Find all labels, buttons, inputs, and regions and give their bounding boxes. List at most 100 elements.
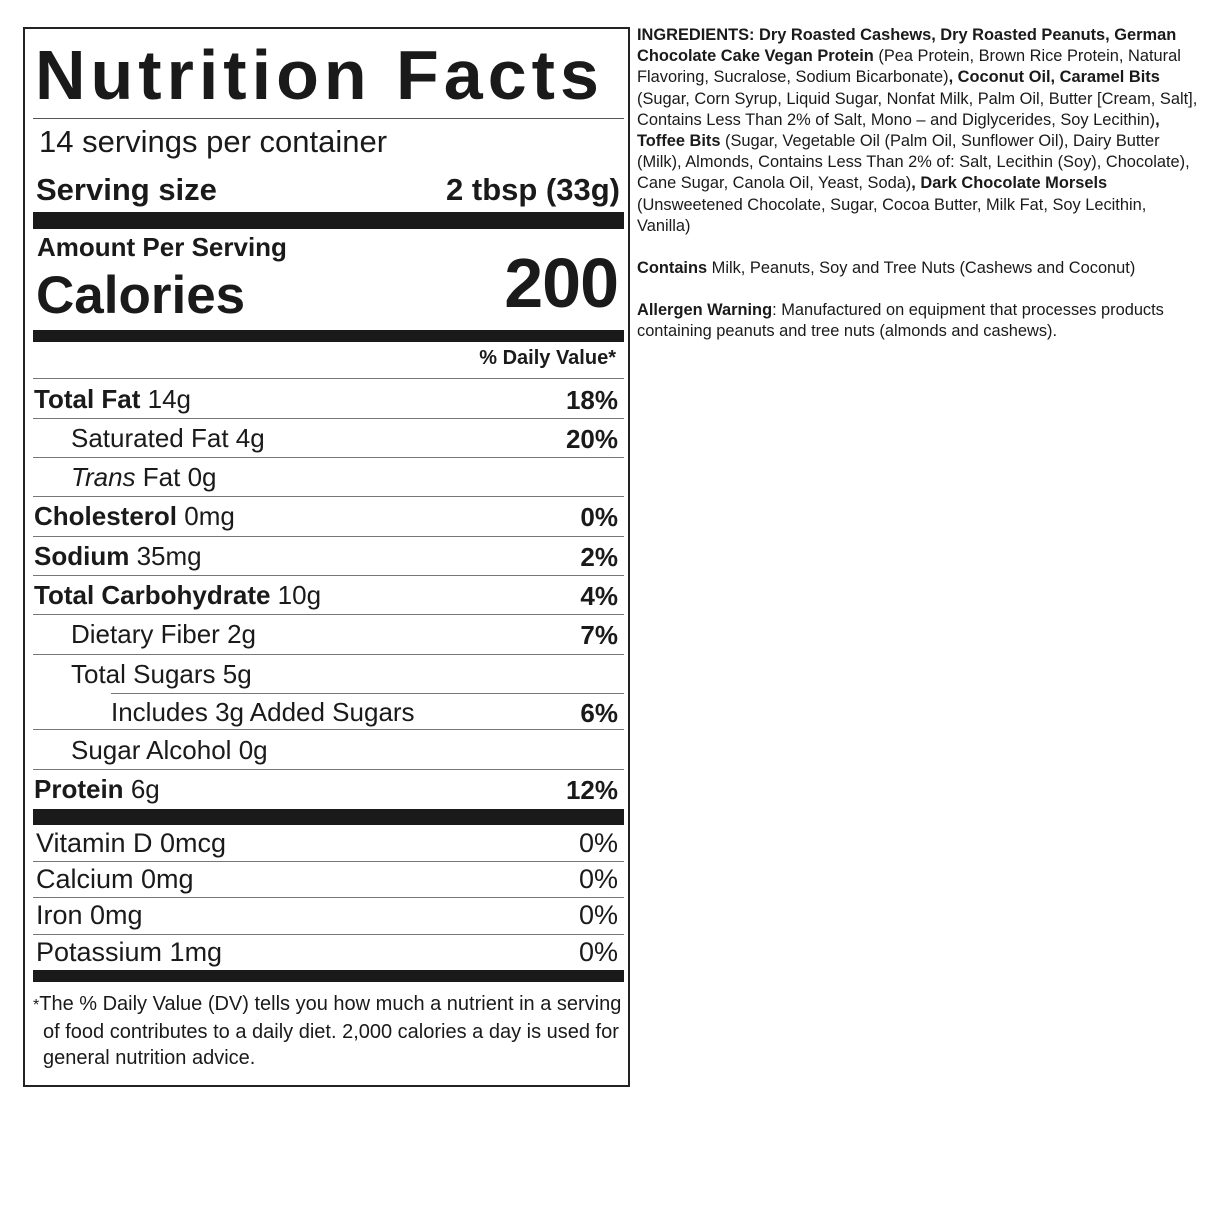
ingredients-panel: INGREDIENTS: Dry Roasted Cashews, Dry Ro… (637, 25, 1202, 364)
allergen-text: : Manufactured on equipment that process… (637, 301, 1164, 341)
nutrient-amount: 5g (222, 659, 252, 689)
vitamin-name: Vitamin D 0mcg (36, 828, 227, 858)
nutrient-name: Fat (142, 462, 181, 492)
ingredient-bold: , Toffee Bits (637, 110, 1160, 151)
nutrient-name: Sodium (34, 541, 130, 571)
medium-divider (33, 330, 624, 342)
nutrient-amount: 6g (130, 774, 160, 804)
ingredient-detail: (Sugar, Corn Syrup, Liquid Sugar, Nonfat… (637, 89, 1198, 129)
ingredient-bold: , Dark Chocolate Morsels (911, 174, 1108, 193)
divider (33, 418, 624, 419)
nutrient-dv: 18% (565, 385, 618, 415)
vitamin-row-potassium: Potassium 1mg 0% (33, 934, 624, 970)
contains-text: Milk, Peanuts, Soy and Tree Nuts (Cashew… (707, 259, 1136, 278)
nutrient-name: Dietary Fiber (71, 619, 220, 649)
nutrient-amount: 0g (238, 735, 268, 765)
vitamin-dv: 0% (578, 864, 618, 894)
nutrient-amount: 14g (147, 384, 192, 414)
nutrient-name: Saturated Fat (71, 423, 229, 453)
divider (33, 496, 624, 497)
ingredient-detail: (Pea Protein, Brown Rice Protein, Natura… (637, 47, 1181, 87)
nutrient-row-saturated-fat: Saturated Fat 4g 20% (33, 419, 624, 458)
nutrient-row-total-fat: Total Fat 14g 18% (33, 380, 624, 419)
servings-per-container: 14 servings per container (39, 124, 388, 159)
nutrient-row-protein: Protein 6g 12% (33, 770, 624, 809)
calories-label: Calories (36, 266, 246, 325)
ingredient-bold: , Coconut Oil, Caramel Bits (948, 68, 1160, 87)
nutrient-name: Protein (34, 774, 124, 804)
divider (33, 861, 624, 862)
nutrient-row-dietary-fiber: Dietary Fiber 2g 7% (33, 615, 624, 654)
thick-divider (33, 212, 624, 229)
vitamin-row-calcium: Calcium 0mg 0% (33, 861, 624, 897)
footnote-star: * (33, 997, 40, 1014)
vitamin-dv: 0% (578, 937, 618, 967)
ingredient-detail: (Unsweetened Chocolate, Sugar, Cocoa But… (637, 195, 1147, 235)
allergen-warning: Allergen Warning: Manufactured on equipm… (637, 300, 1202, 342)
nutrient-amount: 0mg (184, 501, 235, 531)
contains-label: Contains (637, 259, 708, 278)
thick-divider (33, 809, 624, 825)
vitamin-dv: 0% (578, 828, 618, 858)
amount-per-serving: Amount Per Serving (37, 232, 287, 262)
nutrient-dv: 20% (565, 424, 618, 454)
divider (111, 693, 624, 694)
vitamin-row-vitamin-d: Vitamin D 0mcg 0% (33, 825, 624, 861)
footnote: *The % Daily Value (DV) tells you how mu… (33, 991, 623, 1071)
divider (33, 614, 624, 615)
nutrient-amount: 10g (277, 580, 322, 610)
daily-value-header: % Daily Value* (479, 347, 616, 369)
nutrient-dv: 4% (580, 581, 618, 611)
nutrient-dv: 7% (580, 620, 618, 650)
divider (33, 457, 624, 458)
serving-size-label: Serving size (36, 172, 217, 207)
nutrient-dv: 0% (580, 502, 618, 532)
calories-value: 200 (504, 244, 619, 322)
nutrient-amount: 2g (227, 619, 256, 649)
ingredient-detail: (Sugar, Vegetable Oil (Palm Oil, Sunflow… (637, 132, 1190, 193)
nutrient-prefix: Trans (71, 462, 136, 492)
nutrient-name: Sugar Alcohol (71, 735, 232, 765)
allergen-label: Allergen Warning (637, 301, 773, 320)
nutrient-row-sodium: Sodium 35mg 2% (33, 537, 624, 576)
nutrient-amount: 0g (187, 462, 217, 492)
nutrient-row-total-carbohydrate: Total Carbohydrate 10g 4% (33, 576, 624, 615)
nutrient-dv: 2% (580, 542, 618, 572)
divider (33, 118, 624, 119)
footnote-text: The % Daily Value (DV) tells you how muc… (39, 993, 622, 1069)
vitamin-name: Iron 0mg (36, 900, 143, 930)
nutrient-dv: 12% (565, 775, 618, 805)
divider (33, 769, 624, 770)
vitamin-name: Calcium 0mg (36, 864, 194, 894)
vitamin-name: Potassium 1mg (36, 937, 223, 967)
nutrient-name: Total Sugars (71, 659, 216, 689)
nutrient-row-total-sugars: Total Sugars 5g (33, 655, 624, 694)
divider (33, 654, 624, 655)
nutrient-amount: 35mg (136, 541, 202, 571)
medium-divider (33, 970, 624, 982)
vitamin-row-iron: Iron 0mg 0% (33, 897, 624, 933)
nutrient-row-cholesterol: Cholesterol 0mg 0% (33, 497, 624, 536)
serving-size-value: 2 tbsp (33g) (446, 172, 620, 207)
nutrition-facts-label: Nutrition Facts 14 servings per containe… (23, 27, 630, 1087)
ingredients-text: INGREDIENTS: Dry Roasted Cashews, Dry Ro… (637, 25, 1202, 237)
vitamin-dv: 0% (578, 900, 618, 930)
nutrient-amount: 4g (235, 423, 265, 453)
contains-statement: Contains Milk, Peanuts, Soy and Tree Nut… (637, 258, 1202, 279)
divider (33, 897, 624, 898)
nutrient-name: Total Fat (34, 384, 141, 414)
ingredient-bold: INGREDIENTS: Dry Roasted Cashews, Dry Ro… (637, 26, 1177, 66)
nutrient-row-added-sugars: Includes 3g Added Sugars 6% (33, 693, 624, 732)
nutrient-row-trans-fat: Trans Fat 0g (33, 458, 624, 497)
nutrient-name: Includes 3g Added Sugars (111, 697, 415, 727)
divider (33, 575, 624, 576)
divider (33, 934, 624, 935)
label-title: Nutrition Facts (35, 36, 604, 114)
nutrient-dv: 6% (580, 698, 618, 728)
divider (33, 536, 624, 537)
nutrient-row-sugar-alcohol: Sugar Alcohol 0g (33, 731, 624, 770)
nutrient-name: Cholesterol (34, 501, 178, 531)
divider (33, 729, 624, 730)
divider (33, 378, 624, 379)
nutrient-name: Total Carbohydrate (34, 580, 271, 610)
